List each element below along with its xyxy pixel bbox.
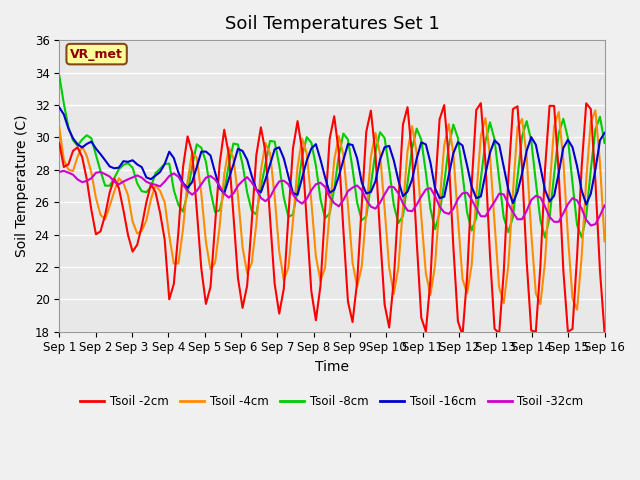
Text: VR_met: VR_met — [70, 48, 123, 60]
X-axis label: Time: Time — [315, 360, 349, 374]
Legend: Tsoil -2cm, Tsoil -4cm, Tsoil -8cm, Tsoil -16cm, Tsoil -32cm: Tsoil -2cm, Tsoil -4cm, Tsoil -8cm, Tsoi… — [76, 390, 588, 413]
Title: Soil Temperatures Set 1: Soil Temperatures Set 1 — [225, 15, 439, 33]
Y-axis label: Soil Temperature (C): Soil Temperature (C) — [15, 115, 29, 257]
